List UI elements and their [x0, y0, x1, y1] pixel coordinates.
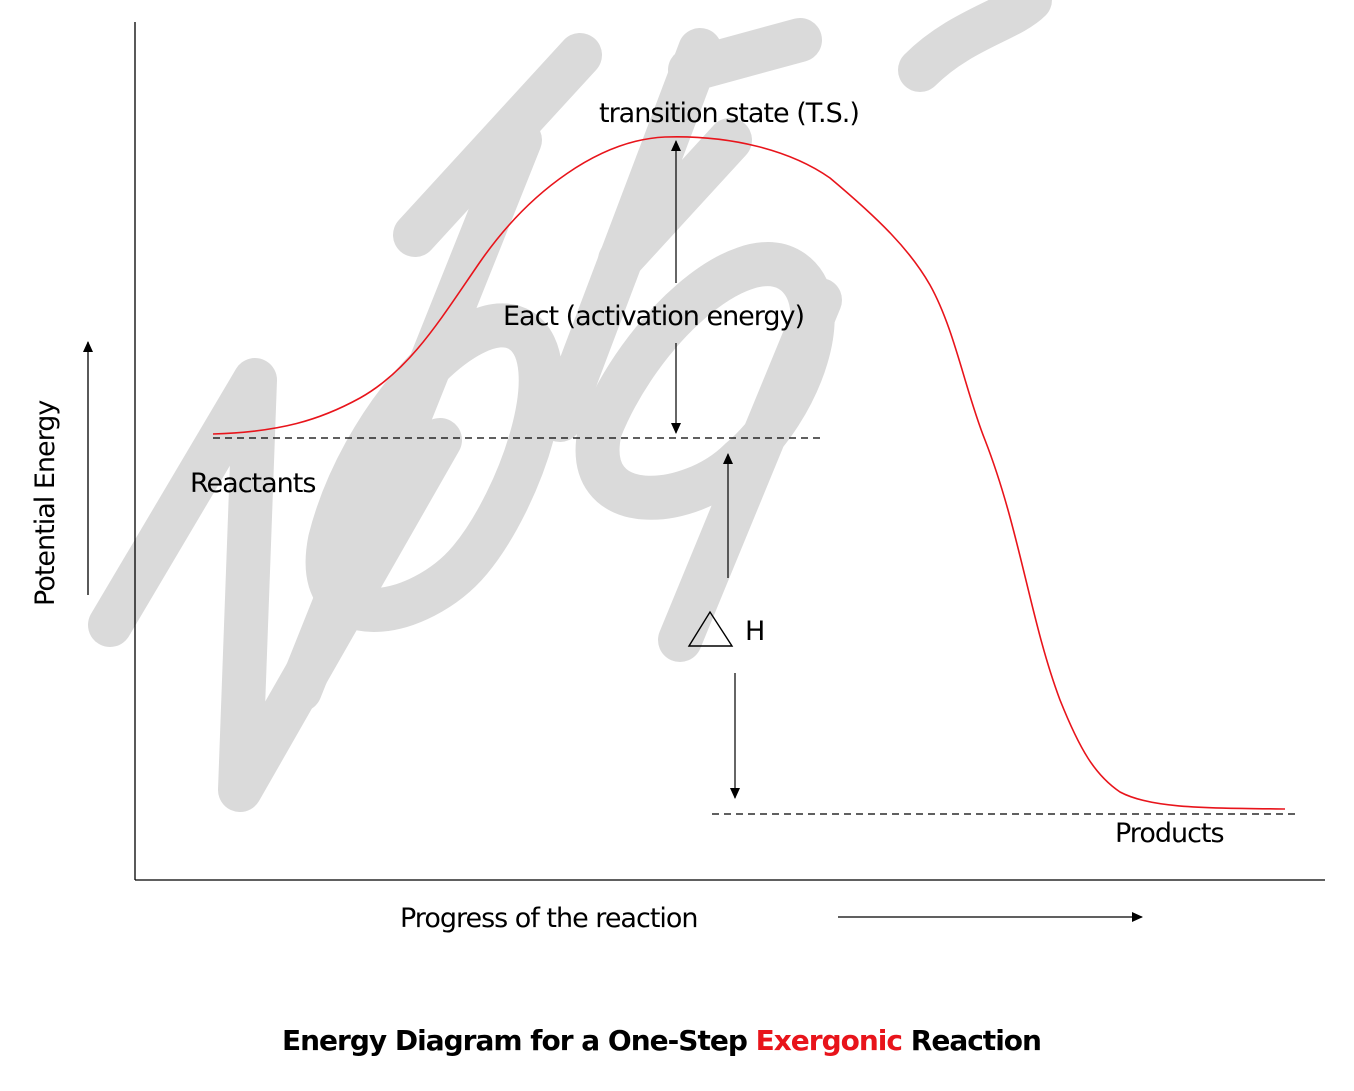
enthalpy-h-label: H — [745, 616, 764, 647]
transition-state-label: transition state (T.S.) — [599, 98, 859, 129]
y-axis-label: Potential Energy — [30, 400, 61, 606]
delta-icon — [687, 610, 734, 647]
watermark — [88, 0, 1052, 812]
caption-text-end: Reaction — [902, 1024, 1041, 1057]
reaction-energy-curve — [212, 136, 1286, 810]
activation-energy-label: Eact (activation energy) — [503, 301, 804, 332]
reactants-label: Reactants — [190, 468, 315, 499]
caption-highlight: Exergonic — [756, 1024, 902, 1057]
products-label: Products — [1115, 818, 1224, 849]
diagram-caption: Energy Diagram for a One-Step Exergonic … — [282, 1024, 1041, 1057]
caption-text-start: Energy Diagram for a One-Step — [282, 1024, 756, 1057]
x-axis-label: Progress of the reaction — [400, 903, 698, 934]
